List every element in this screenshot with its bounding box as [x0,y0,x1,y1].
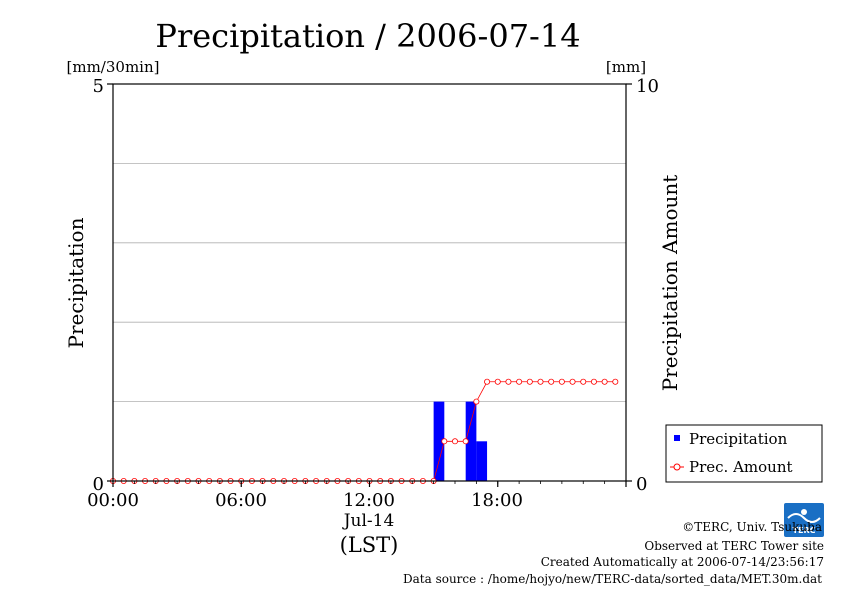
prec-amount-point [526,378,533,385]
precipitation-bar [433,401,445,481]
terc-logo-drop-icon [801,509,807,515]
credit-source: Data source : /home/hojyo/new/TERC-data/… [403,572,822,586]
x-tick-label-1200: 12:00 [343,490,395,511]
credit-observed: Observed at TERC Tower site [644,539,824,553]
plot-frame [112,83,627,482]
prec-amount-point [569,378,576,385]
legend-box [665,424,823,483]
prec-amount-point [548,378,555,385]
terc-logo-text: TERC [793,526,816,535]
prec-amount-point [537,378,544,385]
legend-amount-marker [673,463,681,471]
y-left-tick-5: 5 [93,76,104,97]
y-left-tick-0: 0 [93,474,104,495]
prec-amount-point [451,438,458,445]
prec-amount-point [612,378,619,385]
y-left-axis-label: Precipitation [64,217,88,348]
precipitation-bar [476,441,488,481]
credit-copyright: ©TERC, Univ. Tsukuba [682,520,822,534]
prec-amount-point [601,378,608,385]
terc-logo: TERC [784,503,824,537]
prec-amount-point [484,378,491,385]
precipitation-bars [433,401,488,481]
legend-precipitation-label: Precipitation [689,430,788,448]
grid-lines [113,162,626,403]
x-tick-label-1800: 18:00 [471,490,523,511]
terc-logo-background [784,503,824,537]
prec-amount-point [580,378,587,385]
prec-amount-point [473,398,480,405]
axis-ticks [107,83,632,487]
prec-amount-point [441,438,448,445]
prec-amount-point [516,378,523,385]
credit-created: Created Automatically at 2006-07-14/23:5… [541,555,824,569]
prec-amount-line [110,378,619,484]
y-right-axis-label: Precipitation Amount [658,175,682,392]
right-axis-unit: [mm] [606,58,646,76]
x-axis-label: (LST) [340,533,399,557]
prec-amount-polyline [113,381,616,482]
prec-amount-point [505,378,512,385]
y-right-tick-10: 10 [636,76,659,97]
prec-amount-point [558,378,565,385]
x-tick-label-0000: 00:00 [87,490,139,511]
legend-precipitation-swatch [674,435,680,441]
legend: Precipitation Prec. Amount [665,424,823,483]
prec-amount-point [590,378,597,385]
prec-amount-point [462,438,469,445]
chart-title: Precipitation / 2006-07-14 [155,17,580,55]
x-tick-label-0600: 06:00 [215,490,267,511]
terc-logo-wave-icon [787,513,821,523]
y-right-tick-0: 0 [636,474,647,495]
legend-amount-label: Prec. Amount [689,458,793,476]
precipitation-bar [465,401,477,481]
prec-amount-point [494,378,501,385]
x-date-label: Jul-14 [342,511,395,531]
left-axis-unit: [mm/30min] [67,58,160,76]
